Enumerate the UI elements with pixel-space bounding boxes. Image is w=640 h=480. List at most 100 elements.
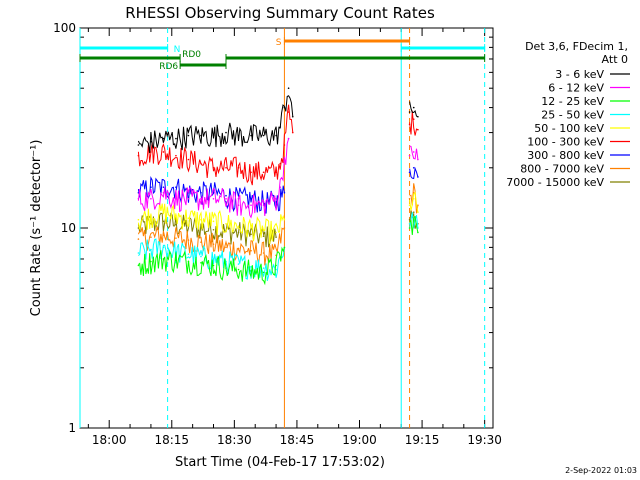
data-point bbox=[283, 227, 286, 229]
y-tick-label: 10 bbox=[61, 221, 76, 235]
data-point bbox=[408, 154, 411, 157]
y-axis-label: Count Rate (s⁻¹ detector⁻¹) bbox=[29, 140, 44, 317]
data-series-group bbox=[137, 87, 419, 286]
data-point bbox=[187, 253, 190, 255]
data-point bbox=[408, 111, 411, 113]
series-12-25-kev bbox=[137, 215, 419, 286]
data-point bbox=[262, 228, 265, 231]
data-point bbox=[287, 137, 290, 140]
data-point bbox=[200, 191, 202, 194]
series-800-7000-kev bbox=[137, 183, 419, 266]
series-100-300-kev bbox=[137, 104, 419, 186]
series-line bbox=[409, 145, 419, 160]
data-point bbox=[212, 243, 215, 245]
data-point bbox=[162, 258, 165, 260]
series-line bbox=[409, 191, 419, 213]
data-point bbox=[417, 128, 419, 131]
data-point bbox=[137, 154, 140, 157]
legend-entry-label: 12 - 25 keV bbox=[541, 95, 604, 108]
data-point bbox=[212, 197, 215, 200]
data-point bbox=[200, 197, 202, 200]
data-point bbox=[137, 238, 140, 240]
data-point bbox=[137, 264, 140, 267]
data-point bbox=[162, 234, 165, 237]
data-point bbox=[212, 220, 215, 223]
data-point bbox=[200, 261, 202, 264]
data-point bbox=[225, 166, 227, 169]
data-point bbox=[187, 260, 190, 263]
data-point bbox=[150, 186, 152, 188]
data-point bbox=[250, 233, 252, 236]
data-point bbox=[275, 236, 277, 238]
data-point bbox=[175, 197, 177, 200]
data-point bbox=[162, 220, 165, 223]
y-tick-label: 100 bbox=[53, 21, 76, 35]
x-tick-label: 18:00 bbox=[92, 433, 127, 447]
data-point bbox=[212, 134, 215, 137]
data-point bbox=[187, 197, 190, 200]
data-point bbox=[412, 151, 415, 153]
data-point bbox=[412, 166, 415, 169]
data-point bbox=[175, 223, 177, 226]
data-point bbox=[200, 134, 202, 137]
data-point bbox=[237, 134, 240, 137]
legend-entry-label: 300 - 800 keV bbox=[527, 149, 604, 162]
series-line bbox=[137, 95, 294, 154]
data-point bbox=[412, 106, 415, 109]
data-point bbox=[250, 270, 252, 272]
data-point bbox=[291, 115, 294, 118]
series-line bbox=[409, 166, 419, 180]
legend-entry-label: 3 - 6 keV bbox=[555, 68, 604, 81]
data-point bbox=[417, 211, 419, 213]
x-tick-label: 19:00 bbox=[342, 433, 377, 447]
data-point bbox=[283, 158, 286, 161]
data-point bbox=[279, 186, 282, 188]
data-point bbox=[262, 171, 265, 174]
data-point bbox=[417, 176, 419, 178]
legend-entry-label: 25 - 50 keV bbox=[541, 109, 604, 122]
data-point bbox=[212, 258, 215, 260]
data-point bbox=[150, 197, 152, 200]
generation-timestamp: 2-Sep-2022 01:03 bbox=[565, 466, 637, 475]
data-point bbox=[212, 166, 215, 169]
data-point bbox=[150, 151, 152, 153]
data-point bbox=[408, 171, 411, 174]
series-line bbox=[138, 246, 285, 286]
data-point bbox=[175, 251, 177, 253]
data-point bbox=[408, 204, 411, 207]
data-point bbox=[250, 197, 252, 200]
data-point bbox=[287, 111, 290, 113]
series-line bbox=[137, 138, 290, 219]
data-point bbox=[250, 227, 252, 229]
data-point bbox=[408, 123, 411, 126]
data-point bbox=[137, 227, 140, 229]
data-point bbox=[417, 204, 419, 207]
series-line bbox=[137, 104, 294, 186]
data-point bbox=[175, 215, 177, 217]
data-point bbox=[262, 271, 265, 274]
data-point bbox=[200, 241, 202, 243]
data-point bbox=[291, 131, 294, 134]
data-point bbox=[250, 134, 252, 137]
data-point bbox=[250, 249, 252, 252]
data-point bbox=[283, 144, 286, 146]
data-point bbox=[162, 211, 165, 213]
data-point bbox=[412, 211, 415, 213]
legend-entry-label: 100 - 300 keV bbox=[527, 136, 604, 149]
series-6-12-kev bbox=[137, 137, 419, 219]
x-tick-label: 19:15 bbox=[405, 433, 440, 447]
series-line bbox=[138, 238, 285, 282]
data-point bbox=[412, 197, 415, 200]
data-point bbox=[150, 260, 152, 263]
data-point bbox=[150, 215, 152, 217]
data-point bbox=[250, 171, 252, 174]
data-point bbox=[162, 191, 165, 194]
x-tick-label: 18:15 bbox=[154, 433, 189, 447]
x-tick-label: 18:45 bbox=[280, 433, 315, 447]
legend-entry-label: 800 - 7000 keV bbox=[520, 163, 604, 176]
chart-title: RHESSI Observing Summary Count Rates bbox=[125, 4, 435, 22]
data-point bbox=[417, 158, 419, 161]
x-tick-label: 18:30 bbox=[217, 433, 252, 447]
data-point bbox=[150, 236, 152, 238]
